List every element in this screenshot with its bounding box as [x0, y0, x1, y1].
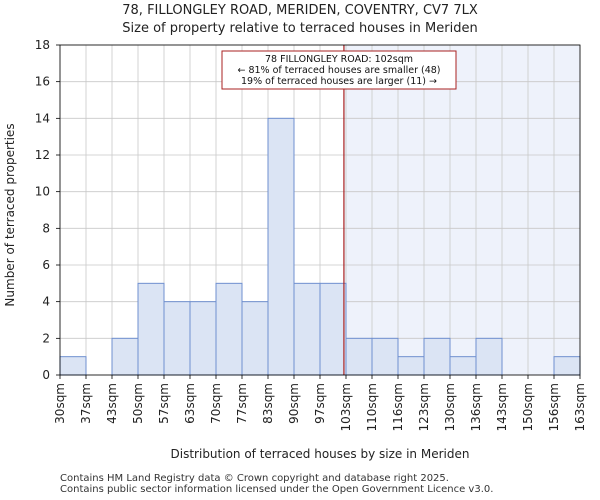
bar-43sqm: [111, 337, 139, 376]
x-tick-label: 130sqm: [443, 383, 457, 431]
y-tick-label: 4: [42, 295, 50, 309]
x-tick-label: 150sqm: [521, 383, 535, 431]
x-tick-label: 123sqm: [417, 383, 431, 431]
annotation-line-1: 78 FILLONGLEY ROAD: 102sqm: [265, 54, 413, 65]
y-tick-label: 0: [42, 368, 50, 382]
bar-110sqm: [371, 337, 399, 376]
x-tick-label: 30sqm: [53, 383, 67, 424]
x-tick-label: 143sqm: [495, 383, 509, 431]
larger-properties-shade: [343, 45, 580, 375]
x-axis-label: Distribution of terraced houses by size …: [171, 447, 470, 461]
y-tick-label: 14: [35, 111, 50, 125]
bar-90sqm: [293, 282, 321, 376]
x-tick-label: 50sqm: [131, 383, 145, 424]
x-tick-label: 103sqm: [339, 383, 353, 431]
x-tick-label: 136sqm: [469, 383, 483, 431]
x-axis-ticks: 30sqm 37sqm 43sqm 50sqm 57sqm 63sqm 70sqm 77sqm…: [53, 375, 587, 431]
bar-116sqm: [397, 356, 425, 376]
y-tick-label: 12: [35, 148, 50, 162]
bar-83sqm: [267, 117, 295, 376]
x-tick-label: 63sqm: [183, 383, 197, 424]
bar-77sqm: [241, 301, 269, 376]
x-tick-label: 163sqm: [573, 383, 587, 431]
x-tick-label: 77sqm: [235, 383, 249, 424]
x-tick-label: 97sqm: [313, 383, 327, 424]
x-tick-label: 43sqm: [105, 383, 119, 424]
bar-136sqm: [475, 337, 503, 376]
bar-97sqm: [319, 282, 347, 376]
y-tick-label: 16: [35, 75, 50, 89]
bar-63sqm: [189, 301, 217, 376]
bar-50sqm: [137, 282, 165, 376]
y-tick-label: 18: [35, 38, 50, 52]
annotation-box: 78 FILLONGLEY ROAD: 102sqm ← 81% of terr…: [221, 50, 457, 90]
annotation-line-2: ← 81% of terraced houses are smaller (48…: [237, 65, 440, 76]
annotation-frame: [221, 50, 457, 90]
x-tick-label: 37sqm: [79, 383, 93, 424]
bar-123sqm: [423, 337, 451, 376]
x-tick-label: 156sqm: [547, 383, 561, 431]
footer-line-2: Contains public sector information licen…: [60, 484, 493, 495]
bar-103sqm: [345, 337, 373, 376]
y-axis-label: Number of terraced properties: [3, 123, 17, 306]
chart-title: 78, FILLONGLEY ROAD, MERIDEN, COVENTRY, …: [122, 3, 478, 18]
bar-57sqm: [163, 301, 191, 376]
y-tick-label: 10: [35, 185, 50, 199]
bar-130sqm: [449, 356, 477, 376]
annotation-line-3: 19% of terraced houses are larger (11) →: [241, 76, 437, 87]
y-tick-label: 2: [42, 331, 50, 345]
x-tick-label: 110sqm: [365, 383, 379, 431]
x-tick-label: 116sqm: [391, 383, 405, 431]
y-axis-ticks: 0 2 4 6 8 10 12 14 16 18: [35, 38, 60, 382]
x-tick-label: 90sqm: [287, 383, 301, 424]
bar-156sqm: [553, 356, 581, 376]
x-tick-label: 70sqm: [209, 383, 223, 424]
chart-subtitle: Size of property relative to terraced ho…: [122, 21, 477, 36]
x-tick-label: 57sqm: [157, 383, 171, 424]
y-tick-label: 8: [42, 221, 50, 235]
y-tick-label: 6: [42, 258, 50, 272]
bar-30sqm: [59, 356, 87, 376]
footer-line-1: Contains HM Land Registry data © Crown c…: [60, 473, 449, 484]
bar-70sqm: [215, 282, 243, 376]
bar-series: [59, 117, 581, 376]
x-tick-label: 83sqm: [261, 383, 275, 424]
